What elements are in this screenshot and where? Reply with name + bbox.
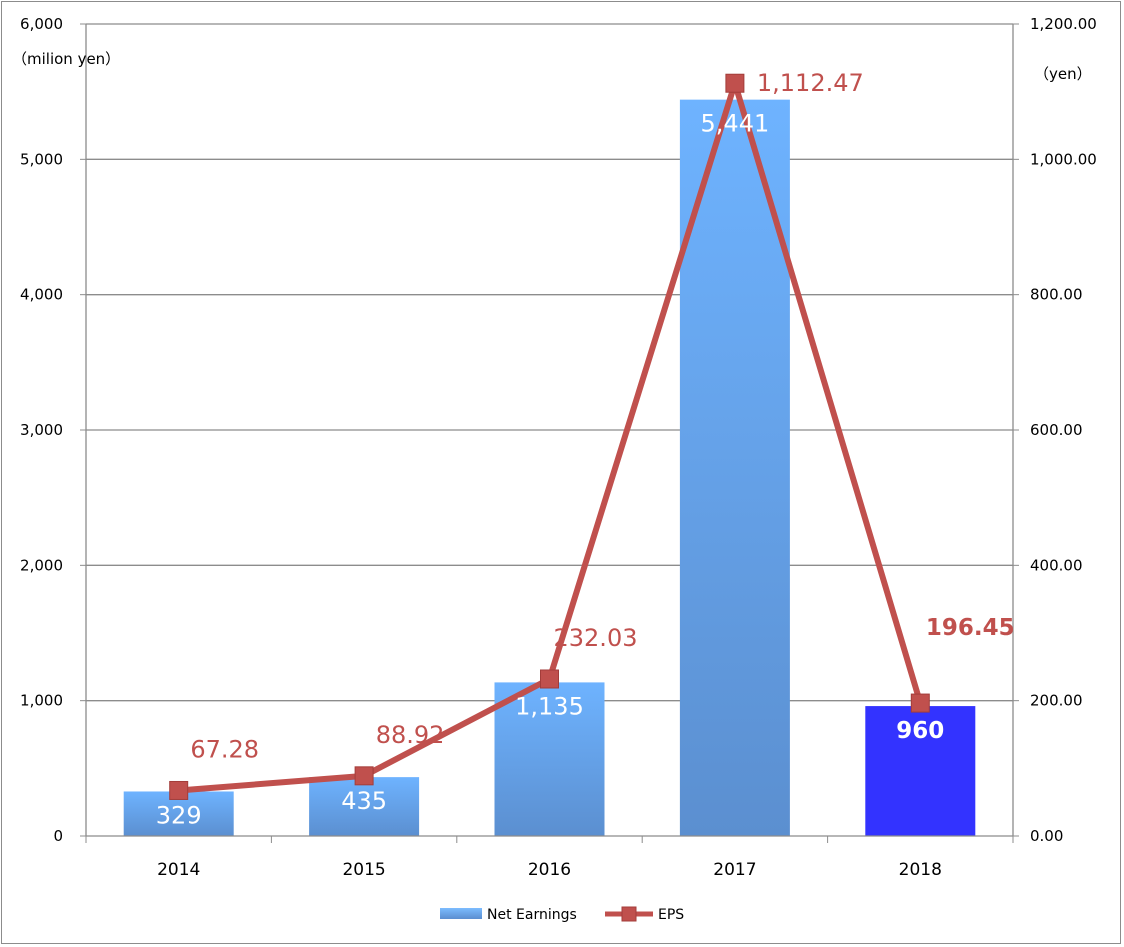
x-tick-label: 2014	[157, 860, 200, 880]
bar-value-label: 329	[156, 801, 202, 829]
right-tick-label: 400.00	[1030, 556, 1083, 574]
eps-value-label: 232.03	[554, 624, 638, 652]
net-earnings-bar	[865, 706, 976, 836]
x-tick-label: 2018	[899, 860, 942, 880]
x-tick-label: 2015	[342, 860, 385, 880]
eps-marker	[725, 73, 745, 93]
eps-value-label: 196.45	[926, 615, 1015, 641]
right-tick-label: 0.00	[1030, 827, 1063, 845]
left-tick-label: 4,000	[20, 286, 63, 304]
eps-value-label: 88.92	[376, 721, 445, 749]
right-tick-label: 200.00	[1030, 692, 1083, 710]
bar-value-label: 5,441	[701, 110, 770, 138]
left-tick-label: 1,000	[20, 692, 63, 710]
eps-marker	[354, 766, 374, 786]
right-tick-label: 600.00	[1030, 421, 1083, 439]
right-tick-label: 1,000.00	[1030, 150, 1097, 168]
net-earnings-bar	[679, 99, 790, 836]
eps-marker	[169, 780, 189, 800]
left-tick-label: 2,000	[20, 556, 63, 574]
right-axis-unit: （yen）	[1034, 65, 1092, 83]
legend: Net Earnings EPS	[440, 906, 684, 923]
left-axis-unit: （milion yen）	[12, 50, 120, 68]
net-earnings-bar	[494, 682, 605, 836]
legend-label-eps: EPS	[658, 907, 684, 923]
eps-value-label: 1,112.47	[757, 69, 864, 97]
bar-series	[123, 99, 976, 836]
grid-lines	[86, 23, 1013, 702]
eps-series	[169, 73, 930, 800]
legend-label-net-earnings: Net Earnings	[487, 907, 577, 923]
data-labels: 329 435 1,135 5,441 960 67.28 88.92 232.03 1,112…	[156, 69, 1015, 829]
x-tick-label: 2016	[528, 860, 571, 880]
left-tick-label: 0	[53, 827, 63, 845]
eps-marker	[540, 669, 559, 689]
right-tick-label: 1,200.00	[1030, 15, 1097, 33]
bar-value-label: 960	[896, 718, 944, 744]
eps-value-label: 67.28	[190, 735, 259, 763]
left-tick-label: 3,000	[20, 421, 63, 439]
legend-swatch-net-earnings	[440, 908, 482, 919]
left-tick-label: 6,000	[20, 15, 63, 33]
x-tick-label: 2017	[713, 860, 756, 880]
bar-value-label: 1,135	[515, 692, 584, 720]
bar-value-label: 435	[341, 787, 387, 815]
legend-swatch-eps-marker	[621, 906, 637, 922]
eps-marker	[910, 693, 930, 713]
axes: 0 0.00 1,000 200.00 2,000 400.00 3,000 600.00 4,…	[12, 15, 1097, 880]
right-tick-label: 800.00	[1030, 286, 1083, 304]
net-earnings-bar	[309, 777, 420, 836]
left-tick-label: 5,000	[20, 150, 63, 168]
